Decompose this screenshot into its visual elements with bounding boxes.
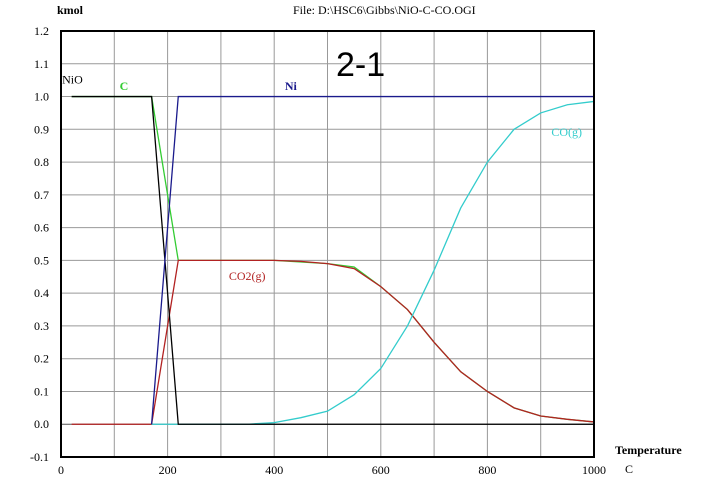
x-tick-label: 0 [58,463,64,477]
series-label: CO(g) [551,125,582,139]
series-label: NiO [62,72,83,86]
plot-frame [60,30,595,458]
y-tick-label: 0.4 [34,286,49,300]
x-tick-label: 800 [478,463,496,477]
y-tick-label: 0.7 [34,188,49,202]
series-label: C [120,79,129,93]
y-tick-label: 0.0 [34,417,49,431]
y-tick-label: 1.2 [34,24,49,38]
series-line-co2g [71,259,595,425]
grid [61,31,594,457]
y-tick-label: 0.8 [34,155,49,169]
series-line-cog [151,100,595,425]
annotation-2-1: 2-1 [336,46,385,84]
x-axis-label: Temperature [615,443,682,457]
series-label: CO2(g) [229,269,266,283]
x-tick-label: 1000 [582,463,606,477]
y-tick-label: 0.5 [34,253,49,267]
y-tick-label: -0.1 [30,450,49,464]
y-tick-label: 0.1 [34,384,49,398]
series-labels: C CO2(g) CO(g) NiO Ni [62,72,582,283]
y-axis-label: kmol [57,3,84,17]
y-tick-label: 0.9 [34,122,49,136]
y-tick-label: 1.1 [34,57,49,71]
series-lines [71,95,595,425]
chart-title: File: D:\HSC6\Gibbs\NiO-C-CO.OGI [293,3,476,17]
y-tick-label: 0.6 [34,221,49,235]
y-tick-label: 0.2 [34,352,49,366]
x-tick-label: 400 [265,463,283,477]
tick-labels: -0.1 0.0 0.1 0.2 0.3 0.4 0.5 0.6 0.7 0.8 0.9 1.0 1.1… [30,24,606,477]
series-line-nio [71,95,594,425]
x-axis-unit: C [625,462,633,476]
series-label: Ni [285,79,298,93]
series-line-ni [150,95,594,425]
series-line-c [71,95,595,423]
x-tick-label: 200 [159,463,177,477]
x-tick-label: 600 [372,463,390,477]
y-tick-label: 1.0 [34,90,49,104]
y-tick-label: 0.3 [34,319,49,333]
